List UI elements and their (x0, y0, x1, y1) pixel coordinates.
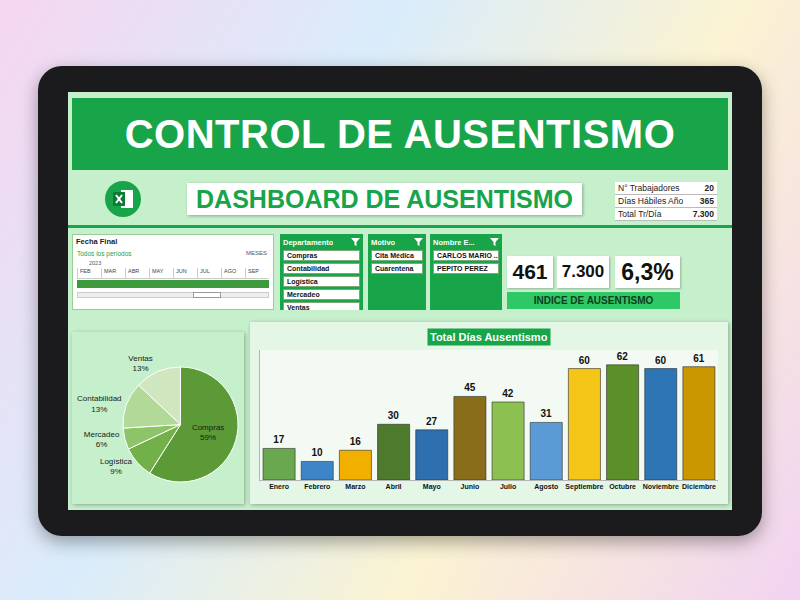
svg-text:60: 60 (655, 355, 667, 366)
svg-text:61: 61 (693, 353, 705, 364)
svg-text:30: 30 (388, 410, 400, 421)
html-text:Departamento: Departamento (283, 237, 334, 247)
svg-text:Septiembre: Septiembre (565, 483, 603, 491)
svg-text:27: 27 (426, 416, 438, 427)
svg-text:Abril: Abril (386, 483, 402, 490)
html-text:N° Trabajadores: N° Trabajadores (618, 183, 680, 193)
svg-text:31: 31 (540, 408, 552, 419)
svg-text:16: 16 (350, 436, 362, 447)
svg-text:45: 45 (464, 382, 476, 393)
html-text:Compras: Compras (287, 252, 318, 259)
html-text:7.300: 7.300 (561, 262, 605, 281)
html-text:461: 461 (512, 260, 548, 283)
html-text:7.300: 7.300 (692, 209, 714, 219)
html-text:Cuarentena: Cuarentena (375, 265, 414, 272)
html-text:Motivo: Motivo (371, 237, 396, 247)
html-text:Días Hábiles Año: Días Hábiles Año (618, 196, 684, 206)
html-text:CONTROL DE AUSENTISMO: CONTROL DE AUSENTISMO (124, 111, 676, 156)
svg-text:Marzo: Marzo (345, 483, 365, 490)
html-text:365: 365 (699, 196, 714, 206)
svg-text:Octubre: Octubre (609, 483, 636, 490)
svg-text:Diciembre: Diciembre (682, 483, 716, 490)
html-text:Contabilidad: Contabilidad (287, 265, 330, 272)
svg-text:Junio: Junio (461, 483, 480, 490)
html-text:DASHBOARD DE AUSENTISMO: DASHBOARD DE AUSENTISMO (196, 184, 573, 213)
html-text:PEPITO PEREZ: PEPITO PEREZ (437, 265, 488, 272)
svg-text:Agosto: Agosto (534, 483, 558, 491)
html-text:2023: 2023 (89, 260, 102, 266)
svg-text:10: 10 (311, 447, 323, 458)
svg-text:Mayo: Mayo (423, 483, 441, 491)
html-text:SEP: SEP (248, 268, 259, 274)
html-text:Todos los períodos: Todos los períodos (77, 250, 132, 257)
html-text:Cita Médica: Cita Médica (375, 252, 414, 259)
html-text:CARLOS MARIO ...: CARLOS MARIO ... (437, 252, 500, 259)
svg-text:Ventas13%: Ventas13% (128, 354, 152, 373)
html-text:JUL: JUL (200, 268, 210, 274)
html-text:Ventas: Ventas (287, 304, 310, 311)
html-text:Logística: Logística (287, 278, 318, 285)
html-text:MAR: MAR (104, 268, 117, 274)
svg-text:Febrero: Febrero (304, 483, 330, 490)
svg-text:62: 62 (617, 351, 629, 362)
html-text:MESES: MESES (246, 250, 267, 256)
svg-text:Enero: Enero (269, 483, 289, 490)
svg-text:Total Días Ausentismo: Total Días Ausentismo (430, 331, 548, 343)
html-text:MAY: MAY (152, 268, 164, 274)
html-text:6,3%: 6,3% (621, 258, 674, 285)
html-text:INDICE DE AUSENTISMO: INDICE DE AUSENTISMO (533, 295, 654, 306)
svg-text:60: 60 (579, 355, 591, 366)
svg-text:Compras59%: Compras59% (192, 423, 224, 442)
html-text:Nombre E...: Nombre E... (433, 237, 475, 247)
html-text:Fecha Final: Fecha Final (76, 237, 118, 246)
svg-text:17: 17 (273, 434, 285, 445)
svg-text:Logística9%: Logística9% (100, 457, 133, 476)
html-text:Total Tr/Día: Total Tr/Día (618, 209, 662, 219)
svg-text:Mercadeo6%: Mercadeo6% (84, 430, 120, 449)
html-text:FEB: FEB (80, 268, 91, 274)
svg-text:Contabilidad13%: Contabilidad13% (77, 394, 121, 413)
svg-text:42: 42 (502, 388, 514, 399)
html-text:ABR: ABR (128, 268, 140, 274)
html-text:AGO: AGO (224, 268, 237, 274)
svg-text:Noviembre: Noviembre (643, 483, 679, 490)
html-text:JUN: JUN (176, 268, 187, 274)
html-text:Mercadeo: Mercadeo (287, 291, 320, 298)
html-text:20: 20 (704, 183, 714, 193)
svg-text:Julio: Julio (500, 483, 516, 490)
